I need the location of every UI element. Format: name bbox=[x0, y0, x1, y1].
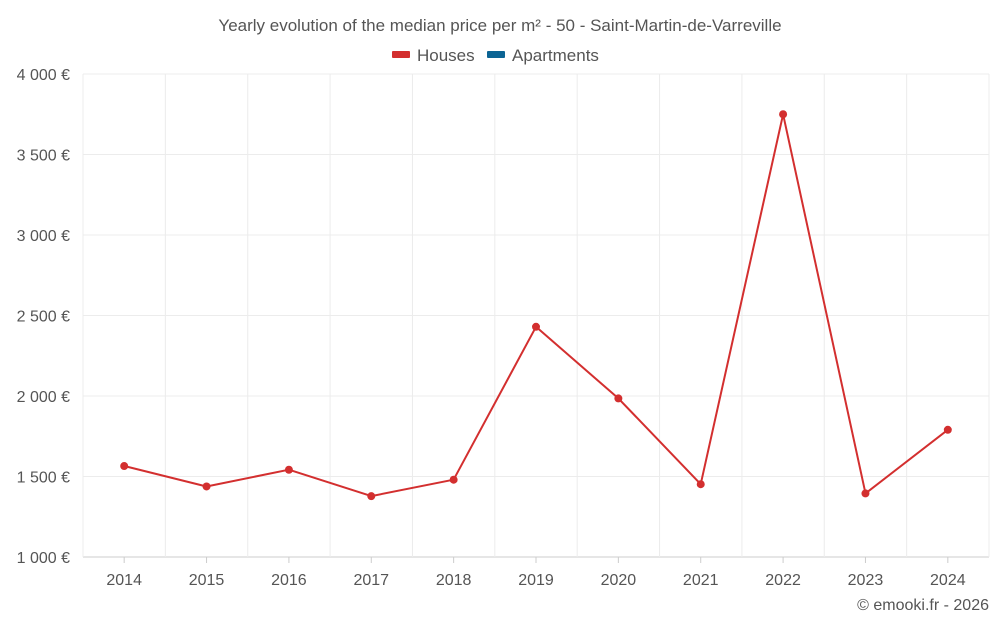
x-gridlines bbox=[82, 74, 990, 557]
y-tick-label: 3 500 € bbox=[17, 148, 70, 165]
legend-label-houses: Houses bbox=[417, 46, 475, 65]
legend-item-houses[interactable]: Houses bbox=[392, 46, 475, 65]
x-axis: 2014 2015 2016 2017 2018 2019 2020 2021 2022 2023… bbox=[106, 557, 966, 589]
x-tick-label: 2019 bbox=[518, 572, 554, 589]
y-tick-label: 2 500 € bbox=[17, 309, 70, 326]
x-tick-label: 2017 bbox=[353, 572, 389, 589]
legend-swatch-apartments bbox=[487, 51, 505, 58]
data-point-houses-2019[interactable] bbox=[532, 322, 540, 331]
x-tick-label: 2021 bbox=[683, 572, 719, 589]
x-tick-label: 2024 bbox=[930, 572, 966, 589]
y-tick-label: 2 000 € bbox=[17, 389, 70, 406]
legend-label-apartments: Apartments bbox=[512, 46, 599, 65]
data-point-houses-2022[interactable] bbox=[779, 110, 788, 119]
data-point-houses-2014[interactable] bbox=[120, 462, 129, 471]
data-point-houses-2016[interactable] bbox=[284, 465, 293, 474]
x-tick-label: 2016 bbox=[271, 572, 307, 589]
x-tick-label: 2015 bbox=[189, 572, 225, 589]
x-tick-label: 2022 bbox=[765, 572, 801, 589]
data-point-houses-2021[interactable] bbox=[696, 480, 705, 489]
series-houses bbox=[120, 110, 952, 501]
y-gridlines bbox=[83, 73, 989, 558]
y-tick-label: 3 000 € bbox=[17, 228, 70, 245]
y-tick-label: 1 000 € bbox=[17, 550, 70, 567]
legend-swatch-houses bbox=[392, 51, 410, 58]
x-tick-label: 2018 bbox=[436, 572, 472, 589]
data-point-houses-2017[interactable] bbox=[367, 492, 376, 501]
x-tick-label: 2014 bbox=[106, 572, 142, 589]
x-tick-label: 2020 bbox=[601, 572, 637, 589]
legend: Houses Apartments bbox=[392, 46, 599, 65]
credit: © emooki.fr - 2026 bbox=[857, 597, 989, 614]
data-point-houses-2015[interactable] bbox=[202, 482, 211, 491]
chart-title: Yearly evolution of the median price per… bbox=[218, 16, 781, 35]
y-tick-label: 4 000 € bbox=[17, 67, 70, 84]
x-tick-label: 2023 bbox=[848, 572, 884, 589]
data-point-houses-2024[interactable] bbox=[943, 425, 952, 434]
data-point-houses-2020[interactable] bbox=[614, 394, 623, 403]
y-axis: 1 000 € 1 500 € 2 000 € 2 500 € 3 000 € 3 500… bbox=[17, 67, 70, 567]
y-tick-label: 1 500 € bbox=[17, 470, 70, 487]
data-point-houses-2018[interactable] bbox=[449, 475, 458, 484]
legend-item-apartments[interactable]: Apartments bbox=[487, 46, 599, 65]
data-point-houses-2023[interactable] bbox=[861, 489, 870, 498]
